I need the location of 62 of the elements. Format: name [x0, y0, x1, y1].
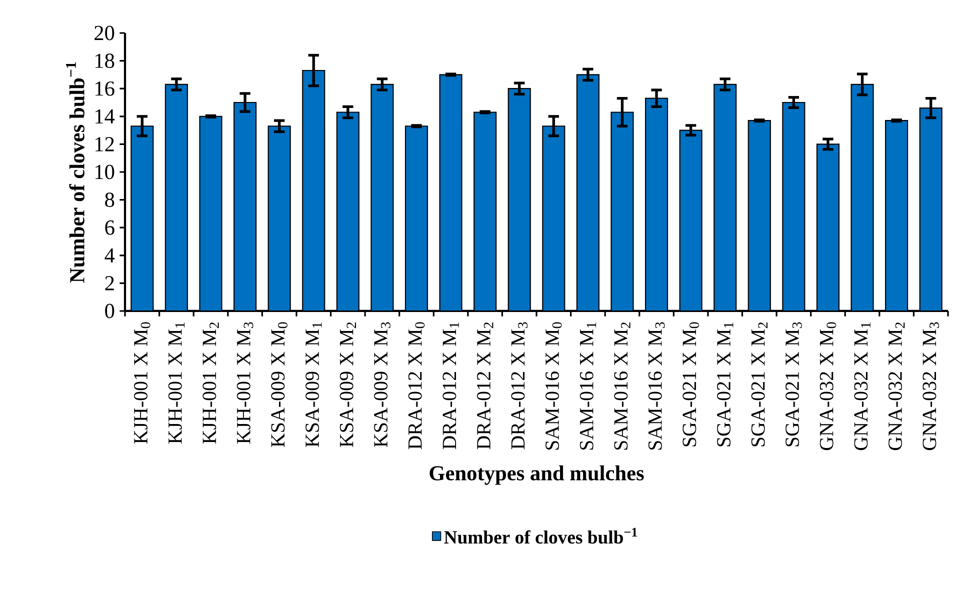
- y-tick-label: 20: [94, 26, 114, 40]
- y-tick-label: 6: [105, 220, 114, 235]
- bar: [199, 116, 222, 311]
- x-tick-label: KSA-009 X M$_{0}$: [271, 322, 288, 448]
- y-tick-label: 18: [96, 54, 114, 68]
- bar: [679, 130, 702, 311]
- y-tick-label: 10: [96, 164, 114, 180]
- bar: [576, 74, 600, 311]
- x-tick-label: SAM-016 X M$_{0}$: [545, 322, 562, 450]
- x-tick-label: KJH-001 X M$_{0}$: [134, 322, 150, 444]
- legend-label: Number of cloves bulb$^{−1}$: [444, 528, 638, 544]
- y-tick-label: 14: [96, 109, 115, 124]
- x-tick-label: GNA-032 X M$_{2}$: [888, 322, 905, 450]
- x-tick-label: SAM-016 X M$_{2}$: [614, 322, 630, 450]
- bar: [542, 126, 566, 311]
- x-axis-title: Genotypes and mulches: [430, 465, 644, 485]
- y-tick-label: 0: [105, 304, 114, 318]
- bar: [919, 108, 942, 311]
- y-tick-label: 12: [96, 137, 114, 152]
- bar: [370, 84, 394, 311]
- x-tick-label: DRA-012 X M$_{0}$: [408, 322, 425, 450]
- bar: [782, 102, 806, 311]
- x-tick-label: KJH-001 X M$_{2}$: [202, 322, 219, 444]
- x-tick-label: DRA-012 X M$_{3}$: [511, 322, 528, 450]
- x-tick-label: KSA-009 X M$_{3}$: [374, 322, 390, 448]
- x-tick-label: GNA-032 X M$_{1}$: [854, 322, 870, 450]
- x-tick-label: KSA-009 X M$_{1}$: [306, 322, 322, 448]
- bar: [474, 112, 497, 311]
- bar: [748, 120, 771, 311]
- y-tick-label: 8: [105, 192, 114, 207]
- bar: [302, 70, 326, 311]
- bar: [404, 126, 428, 311]
- bar: [885, 120, 908, 311]
- x-tick-label: KJH-001 X M$_{3}$: [236, 322, 254, 444]
- bar: [130, 126, 154, 311]
- x-tick-label: DRA-012 X M$_{2}$: [476, 322, 494, 450]
- bar: [508, 88, 531, 311]
- y-tick-label: 16: [96, 81, 114, 96]
- x-tick-label: SGA-021 X M$_{2}$: [751, 322, 768, 446]
- x-tick-label: SGA-021 X M$_{1}$: [717, 322, 734, 446]
- y-axis-title: Number of cloves bulb$^{−1}$: [66, 62, 84, 283]
- bar: [439, 74, 462, 311]
- x-tick-label: SAM-016 X M$_{1}$: [580, 322, 596, 450]
- bar: [816, 144, 840, 311]
- bar: [850, 84, 874, 311]
- bar: [336, 112, 360, 311]
- x-tick-label: SGA-021 X M$_{3}$: [786, 322, 802, 446]
- bar: [233, 102, 257, 311]
- x-tick-label: DRA-012 X M$_{1}$: [442, 322, 459, 450]
- bar: [268, 126, 291, 311]
- x-tick-label: KSA-009 X M$_{2}$: [340, 322, 356, 448]
- x-tick-label: GNA-032 X M$_{3}$: [922, 322, 940, 450]
- bar: [164, 84, 188, 311]
- bar: [714, 84, 737, 311]
- x-tick-label: GNA-032 X M$_{0}$: [820, 322, 836, 450]
- x-tick-label: KJH-001 X M$_{1}$: [168, 322, 185, 444]
- x-tick-label: SAM-016 X M$_{3}$: [648, 322, 665, 450]
- y-tick-label: 2: [105, 276, 114, 290]
- y-tick-label: 4: [104, 248, 115, 262]
- bar: [644, 98, 668, 311]
- bar: [610, 112, 634, 311]
- x-tick-label: SGA-021 X M$_{0}$: [682, 322, 699, 446]
